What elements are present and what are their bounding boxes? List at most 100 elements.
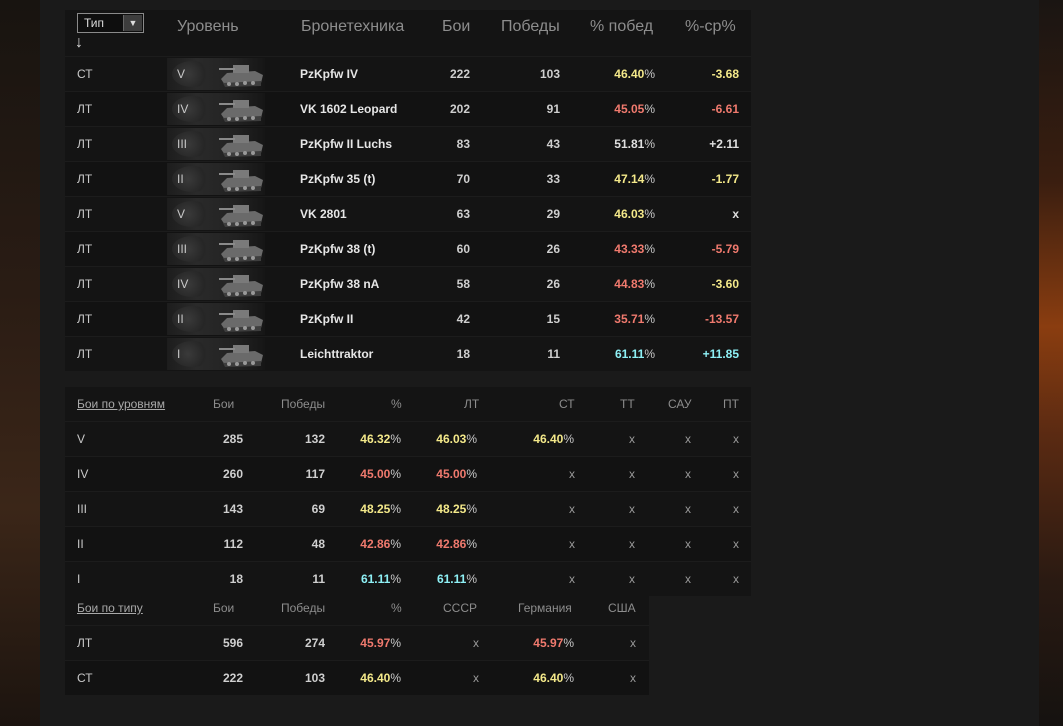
by-level-header-pt: ПТ: [723, 397, 739, 411]
by-level-header-pct: %: [391, 397, 402, 411]
type-battles: 596: [222, 636, 243, 650]
vehicle-image: [167, 303, 265, 335]
type-label: ЛТ: [77, 636, 93, 650]
level-lt: 42.86%: [417, 537, 477, 551]
vehicle-battles: 42: [456, 312, 470, 326]
vehicle-type: ЛТ: [77, 312, 93, 326]
level-lt-unit: %: [466, 467, 477, 481]
vehicle-level: I: [177, 347, 181, 361]
level-pct-value: 45.00: [360, 467, 391, 481]
vehicle-row[interactable]: ЛТ II PzKpfw II 42 15 35.71% -13.57: [65, 301, 751, 336]
type-germany-value: 45.97: [533, 636, 564, 650]
vehicle-stats-table: Тип ▼ ↓ Уровень Бронетехника Бои Победы …: [65, 10, 751, 371]
level-pct: 61.11%: [341, 572, 401, 586]
level-lt-value: 46.03: [436, 432, 467, 446]
type-germany-value: 46.40: [533, 671, 564, 685]
vehicle-win-pct: 46.03%: [595, 207, 655, 221]
level-pct-value: 46.32: [360, 432, 391, 446]
header-level[interactable]: Уровень: [177, 18, 239, 35]
vehicle-row[interactable]: СТ V PzKpfw IV 222 103 46.40% -3.68: [65, 56, 751, 91]
type-row: ЛТ 596 274 45.97% x 45.97% x: [65, 625, 649, 660]
level-st-unit: %: [563, 432, 574, 446]
vehicle-row[interactable]: ЛТ III PzKpfw II Luchs 83 43 51.81% +2.11: [65, 126, 751, 161]
type-germany: 46.40%: [514, 671, 574, 685]
header-vehicle[interactable]: Бронетехника: [301, 18, 405, 35]
tank-icon: [219, 65, 263, 87]
level-pct-unit: %: [390, 572, 401, 586]
vehicle-row[interactable]: ЛТ II PzKpfw 35 (t) 70 33 47.14% -1.77: [65, 161, 751, 196]
level-label: II: [77, 537, 84, 551]
level-label: IV: [77, 467, 89, 481]
header-win-pct[interactable]: % побед: [590, 18, 654, 35]
vehicle-image: [167, 198, 265, 230]
vehicle-type: ЛТ: [77, 172, 93, 186]
vehicle-row[interactable]: ЛТ IV PzKpfw 38 nA 58 26 44.83% -3.60: [65, 266, 751, 301]
level-lt-unit: %: [466, 537, 477, 551]
vehicle-battles: 70: [456, 172, 470, 186]
vehicle-win-pct: 44.83%: [595, 277, 655, 291]
vehicle-win-pct: 61.11%: [595, 347, 655, 361]
tank-icon: [219, 345, 263, 367]
vehicle-wins: 43: [546, 137, 560, 151]
vehicle-rows: СТ V PzKpfw IV 222 103 46.40% -3.68 ЛТ IV VK 1602…: [65, 56, 751, 371]
by-type-header: Бои по типу Бои Победы % СССР Германия С…: [65, 591, 649, 625]
vehicle-win-pct-value: 51.81: [614, 137, 645, 151]
vehicle-type: ЛТ: [77, 207, 93, 221]
nation-emblem-icon: [172, 166, 212, 192]
by-level-header-battles: Бои: [213, 397, 235, 411]
type-germany-unit: %: [563, 671, 574, 685]
type-sort-select[interactable]: Тип ▼: [77, 13, 144, 33]
type-pct-unit: %: [390, 671, 401, 685]
by-level-title-link[interactable]: Бои по уровням: [77, 397, 166, 411]
vehicle-row[interactable]: ЛТ I Leichttraktor 18 11 61.11% +11.85: [65, 336, 751, 371]
header-battles[interactable]: Бои: [442, 18, 471, 35]
level-wins: 48: [311, 537, 325, 551]
by-level-rows: V 285 132 46.32% 46.03% 46.40% x x x IV 260 117 45.0…: [65, 421, 751, 596]
level-pct-unit: %: [390, 467, 401, 481]
vehicle-wins: 29: [546, 207, 560, 221]
level-lt: 46.03%: [417, 432, 477, 446]
vehicle-level: II: [177, 172, 184, 186]
nation-emblem-icon: [172, 96, 212, 122]
vehicle-wins: 26: [546, 277, 560, 291]
level-battles: 112: [223, 537, 243, 551]
vehicle-level: IV: [177, 102, 189, 116]
vehicle-wins: 11: [547, 347, 560, 361]
background-right: [1039, 0, 1063, 726]
vehicle-wins: 33: [546, 172, 560, 186]
vehicle-name: VK 2801: [300, 207, 347, 221]
by-type-rows: ЛТ 596 274 45.97% x 45.97% x СТ 222 103 46.40% x 46.…: [65, 625, 649, 695]
header-diff[interactable]: %-ср%: [685, 18, 736, 35]
vehicle-name: PzKpfw 38 nA: [300, 277, 380, 291]
vehicle-row[interactable]: ЛТ IV VK 1602 Leopard 202 91 45.05% -6.61: [65, 91, 751, 126]
tank-icon: [219, 170, 263, 192]
level-pct: 42.86%: [341, 537, 401, 551]
level-sau: x: [685, 432, 691, 446]
level-tt: x: [629, 502, 635, 516]
nation-emblem-icon: [172, 306, 212, 332]
vehicle-win-pct-value: 47.14: [614, 172, 645, 186]
level-row: II 112 48 42.86% 42.86% x x x x: [65, 526, 751, 561]
nation-emblem-icon: [172, 271, 212, 297]
level-wins: 132: [304, 432, 325, 446]
level-lt: 61.11%: [417, 572, 477, 586]
level-pt: x: [733, 502, 739, 516]
level-st: x: [569, 467, 575, 481]
header-wins[interactable]: Победы: [501, 18, 560, 35]
vehicle-win-pct-unit: %: [644, 67, 655, 81]
vehicle-diff: x: [732, 207, 739, 221]
vehicle-row[interactable]: ЛТ III PzKpfw 38 (t) 60 26 43.33% -5.79: [65, 231, 751, 266]
by-level-header-lt: ЛТ: [464, 397, 480, 411]
vehicle-name: PzKpfw II: [300, 312, 354, 326]
vehicle-win-pct-value: 61.11: [614, 347, 645, 361]
sort-arrow-icon[interactable]: ↓: [75, 34, 83, 51]
level-lt-unit: %: [466, 432, 477, 446]
vehicle-battles: 60: [456, 242, 470, 256]
by-type-title-link[interactable]: Бои по типу: [77, 601, 143, 615]
vehicle-row[interactable]: ЛТ V VK 2801 63 29 46.03% x: [65, 196, 751, 231]
type-ussr: x: [473, 671, 479, 685]
vehicle-image: [167, 338, 265, 370]
chevron-down-icon[interactable]: ▼: [123, 15, 142, 31]
type-pct: 46.40%: [341, 671, 401, 685]
vehicle-name: PzKpfw II Luchs: [300, 137, 393, 151]
